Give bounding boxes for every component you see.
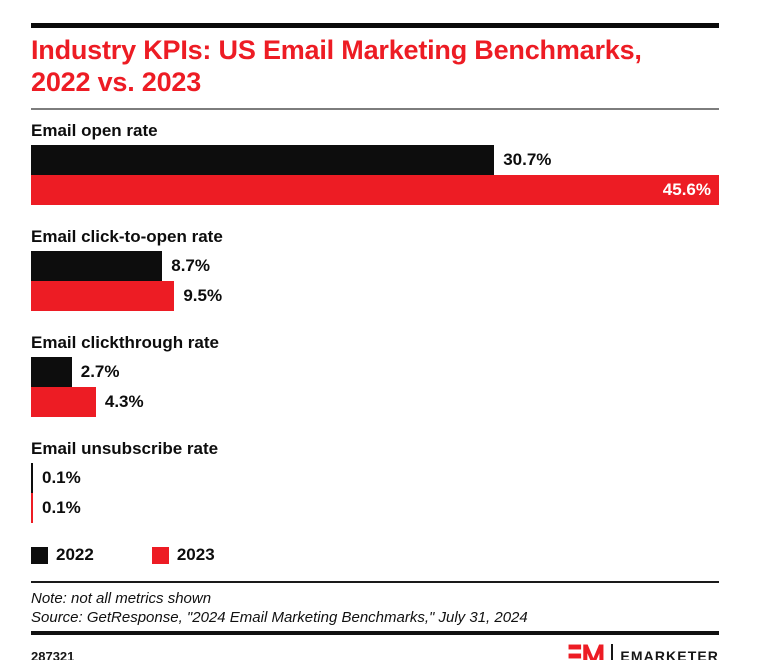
bar-2023 bbox=[31, 493, 33, 524]
metric-group: Email open rate 30.7% 45.6% bbox=[31, 121, 719, 206]
legend-swatch bbox=[31, 546, 48, 564]
note-text: Note: not all metrics shown bbox=[31, 590, 212, 608]
metric-label: Email unsubscribe rate bbox=[31, 439, 219, 459]
legend-item-2022: 2022 bbox=[31, 545, 94, 565]
bar-2022 bbox=[31, 145, 495, 176]
legend-item-2023: 2023 bbox=[151, 545, 215, 565]
bar-2022 bbox=[31, 463, 33, 494]
metric-label: Email click-to-open rate bbox=[31, 227, 223, 247]
bar-row: 4.3% bbox=[31, 387, 719, 418]
brand-wordmark: EMARKETER bbox=[620, 648, 719, 660]
source-text: Source: GetResponse, "2024 Email Marketi… bbox=[31, 609, 528, 627]
metric-group: Email click-to-open rate 8.7% 9.5% bbox=[31, 227, 719, 312]
bar-row: 2.7% bbox=[31, 357, 719, 388]
value-label: 2.7% bbox=[80, 362, 120, 382]
bar-row: 8.7% bbox=[31, 251, 719, 282]
title-line-1: Industry KPIs: US Email Marketing Benchm… bbox=[31, 35, 642, 65]
value-label: 0.1% bbox=[42, 498, 81, 518]
legend-swatch bbox=[151, 546, 169, 564]
legend-label: 2022 bbox=[56, 545, 94, 565]
value-label: 0.1% bbox=[42, 468, 81, 488]
metric-label: Email clickthrough rate bbox=[31, 333, 219, 353]
bar-2022 bbox=[31, 357, 72, 388]
bar-2022 bbox=[31, 251, 163, 282]
brand-divider bbox=[611, 643, 614, 660]
value-label: 8.7% bbox=[171, 256, 210, 276]
emarketer-em-icon bbox=[568, 644, 604, 660]
value-label: 4.3% bbox=[104, 392, 144, 412]
brand-logo: EMARKETER bbox=[568, 643, 719, 660]
title-divider bbox=[31, 108, 719, 111]
notes-block: Note: not all metrics shown Source: GetR… bbox=[31, 583, 719, 631]
bottom-rule bbox=[31, 631, 719, 636]
value-label: 9.5% bbox=[183, 286, 223, 306]
bar-row: 0.1% bbox=[31, 463, 719, 494]
top-rule bbox=[31, 23, 719, 28]
bar-row: 9.5% bbox=[31, 281, 719, 312]
footer: 287321 EMARKETER bbox=[31, 642, 719, 660]
legend-label: 2023 bbox=[176, 545, 215, 565]
value-label: 45.6% bbox=[662, 180, 711, 200]
title-line-2: 2022 vs. 2023 bbox=[31, 66, 202, 97]
bar-row: 0.1% bbox=[31, 493, 719, 524]
bar-2023: 45.6% bbox=[31, 175, 719, 206]
bar-2023 bbox=[31, 281, 175, 312]
bar-row: 45.6% bbox=[31, 175, 719, 206]
metric-group: Email unsubscribe rate 0.1% 0.1% bbox=[31, 439, 719, 524]
notes-divider bbox=[31, 581, 719, 584]
chart-id: 287321 bbox=[31, 648, 75, 660]
metric-label: Email open rate bbox=[31, 121, 158, 141]
bar-chart: Email open rate 30.7% 45.6% Email click-to-… bbox=[31, 121, 719, 524]
metric-group: Email clickthrough rate 2.7% 4.3% bbox=[31, 333, 719, 418]
legend: 2022 2023 bbox=[31, 545, 719, 565]
bar-row: 30.7% bbox=[31, 145, 719, 176]
bar-2023 bbox=[31, 387, 96, 418]
page-title: Industry KPIs: US Email Marketing Benchm… bbox=[31, 35, 719, 98]
value-label: 30.7% bbox=[503, 150, 552, 170]
